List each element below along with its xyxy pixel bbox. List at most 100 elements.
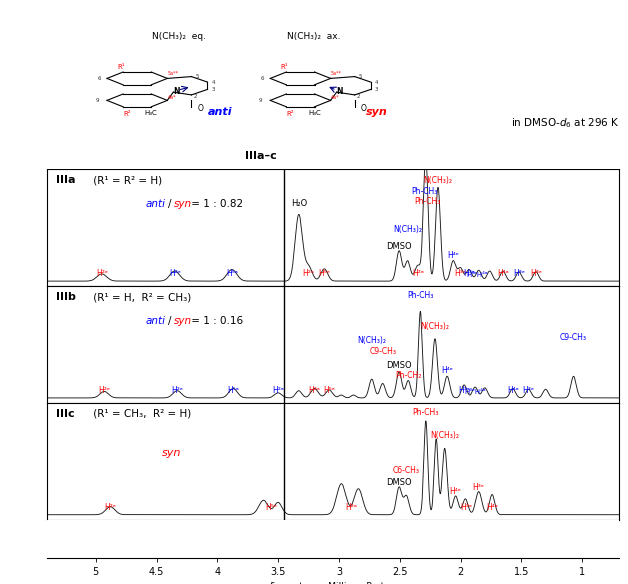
Text: H⁴ᵉ: H⁴ᵉ bbox=[450, 488, 462, 496]
Text: H³ᵉH⁴ᵃ: H³ᵉH⁴ᵃ bbox=[467, 272, 489, 278]
Text: C9-CH₃: C9-CH₃ bbox=[369, 347, 396, 356]
Text: H²ᵃ: H²ᵃ bbox=[303, 269, 315, 278]
Text: 5a**: 5a** bbox=[330, 71, 342, 77]
Text: anti: anti bbox=[207, 107, 232, 117]
Text: H⁵ᵉ: H⁵ᵉ bbox=[318, 269, 330, 278]
Text: (R¹ = CH₃,  R² = H): (R¹ = CH₃, R² = H) bbox=[90, 409, 191, 419]
Text: anti: anti bbox=[146, 199, 166, 208]
Text: 2: 2 bbox=[357, 94, 360, 99]
Text: 6: 6 bbox=[97, 76, 101, 81]
Text: H₃C: H₃C bbox=[145, 110, 158, 116]
Text: DMSO: DMSO bbox=[386, 242, 412, 251]
Text: C6-CH₃: C6-CH₃ bbox=[393, 467, 420, 475]
Text: 5a**: 5a** bbox=[167, 71, 178, 77]
Text: 3: 3 bbox=[212, 87, 215, 92]
Text: H²ᵉ: H²ᵉ bbox=[98, 386, 111, 395]
Text: 9: 9 bbox=[259, 98, 262, 103]
Text: x: x bbox=[526, 522, 531, 527]
Text: H³ᵃ: H³ᵃ bbox=[463, 269, 475, 278]
Text: H³ᵉ: H³ᵉ bbox=[530, 269, 542, 278]
Text: H⁵ᵃ: H⁵ᵃ bbox=[227, 386, 239, 395]
Text: IIIa: IIIa bbox=[56, 175, 75, 185]
Text: H²ᵉ: H²ᵉ bbox=[169, 269, 181, 278]
Text: H³ᵉH⁴ᵃ: H³ᵉH⁴ᵃ bbox=[464, 389, 486, 395]
Text: N: N bbox=[173, 87, 180, 96]
Text: x: x bbox=[313, 405, 317, 411]
Text: x: x bbox=[327, 405, 331, 411]
Text: O: O bbox=[197, 104, 203, 113]
Text: C9-CH₃: C9-CH₃ bbox=[560, 333, 587, 342]
Text: IIIa–c: IIIa–c bbox=[245, 151, 276, 162]
Text: H²ᵃ: H²ᵃ bbox=[412, 269, 424, 278]
Text: DMSO: DMSO bbox=[386, 361, 412, 370]
Text: x: x bbox=[501, 522, 505, 527]
Text: H⁵ᵉ: H⁵ᵉ bbox=[265, 503, 277, 512]
Text: H₃C: H₃C bbox=[308, 110, 321, 116]
Text: = 1 : 0.16: = 1 : 0.16 bbox=[188, 315, 243, 325]
Text: 4: 4 bbox=[212, 79, 215, 85]
Text: Ph-CH₃: Ph-CH₃ bbox=[411, 187, 438, 196]
Text: Ph-CH₃: Ph-CH₃ bbox=[407, 291, 433, 300]
Text: H²ᵃ: H²ᵃ bbox=[345, 503, 357, 512]
Text: H³ᵉ: H³ᵉ bbox=[522, 386, 534, 395]
Text: H²ᵉ: H²ᵉ bbox=[96, 269, 108, 278]
Text: N(CH₃)₂: N(CH₃)₂ bbox=[423, 176, 453, 185]
Text: = 1 : 0.82: = 1 : 0.82 bbox=[188, 199, 243, 208]
Text: IIIb: IIIb bbox=[56, 292, 75, 302]
Text: H²ᵃ: H²ᵃ bbox=[309, 386, 320, 395]
Text: x: x bbox=[458, 522, 463, 527]
Text: 2: 2 bbox=[193, 94, 197, 99]
Text: (R¹ = H,  R² = CH₃): (R¹ = H, R² = CH₃) bbox=[90, 292, 191, 302]
Text: N(CH₃)₂  eq.: N(CH₃)₂ eq. bbox=[152, 32, 206, 41]
Text: N(CH₃)₂: N(CH₃)₂ bbox=[357, 336, 386, 345]
Text: H₂O: H₂O bbox=[291, 199, 307, 208]
Text: syn: syn bbox=[174, 199, 192, 208]
Text: 4: 4 bbox=[375, 79, 378, 85]
Text: 4a*: 4a* bbox=[167, 95, 176, 100]
Text: Ph-CH₃: Ph-CH₃ bbox=[414, 197, 440, 206]
Text: N(CH₃)₂: N(CH₃)₂ bbox=[393, 225, 422, 234]
Text: N(CH₃)₂: N(CH₃)₂ bbox=[421, 322, 450, 331]
Text: H⁵ᵃ: H⁵ᵃ bbox=[226, 269, 238, 278]
Text: 5: 5 bbox=[359, 74, 362, 79]
Text: H⁴ᵃ: H⁴ᵃ bbox=[507, 386, 519, 395]
Text: H⁴ᵉ: H⁴ᵉ bbox=[441, 366, 453, 375]
Text: R¹: R¹ bbox=[117, 64, 125, 70]
Text: DMSO: DMSO bbox=[386, 478, 412, 487]
Text: in DMSO-$d_6$ at 296 K: in DMSO-$d_6$ at 296 K bbox=[511, 117, 620, 130]
Text: anti: anti bbox=[146, 315, 166, 325]
Text: syn: syn bbox=[161, 447, 181, 457]
Text: H²ᵃ: H²ᵃ bbox=[272, 386, 284, 395]
Text: 6: 6 bbox=[261, 76, 264, 81]
Text: syn: syn bbox=[366, 107, 387, 117]
Text: H²ᵉ: H²ᵉ bbox=[171, 386, 183, 395]
Text: /: / bbox=[168, 315, 171, 325]
Text: H⁴ᵉ: H⁴ᵉ bbox=[447, 252, 459, 260]
Text: O: O bbox=[360, 104, 367, 113]
Text: H³ᵃ: H³ᵃ bbox=[458, 386, 470, 395]
Text: x: x bbox=[511, 405, 515, 411]
Text: N(CH₃)₂: N(CH₃)₂ bbox=[430, 432, 459, 440]
Text: 3: 3 bbox=[375, 87, 378, 92]
Text: N: N bbox=[337, 87, 343, 96]
Text: R¹: R¹ bbox=[281, 64, 288, 70]
Text: 4a*: 4a* bbox=[330, 95, 339, 100]
Text: x: x bbox=[356, 522, 360, 527]
Text: (R¹ = R² = H): (R¹ = R² = H) bbox=[90, 175, 162, 185]
Text: 9: 9 bbox=[95, 98, 99, 103]
Text: x: x bbox=[282, 522, 286, 527]
Text: syn: syn bbox=[174, 315, 192, 325]
Text: H⁴ᵃ: H⁴ᵃ bbox=[486, 503, 498, 512]
Text: H³ᵉ: H³ᵉ bbox=[513, 269, 525, 278]
Text: H³ᵃ: H³ᵃ bbox=[461, 503, 472, 512]
Text: 5: 5 bbox=[195, 74, 199, 79]
Text: N(CH₃)₂  ax.: N(CH₃)₂ ax. bbox=[287, 32, 341, 41]
Text: H⁵ᵉ: H⁵ᵉ bbox=[323, 386, 335, 395]
Text: H³ᵃ: H³ᵃ bbox=[455, 269, 467, 278]
Text: Ph-CH₂: Ph-CH₂ bbox=[395, 371, 421, 380]
Text: x: x bbox=[297, 405, 301, 411]
Text: /: / bbox=[168, 199, 171, 208]
X-axis label: δ : parts per Million : Proton: δ : parts per Million : Proton bbox=[270, 582, 396, 584]
Text: IIIc: IIIc bbox=[56, 409, 74, 419]
Text: H⁴ᵃ: H⁴ᵃ bbox=[497, 269, 509, 278]
